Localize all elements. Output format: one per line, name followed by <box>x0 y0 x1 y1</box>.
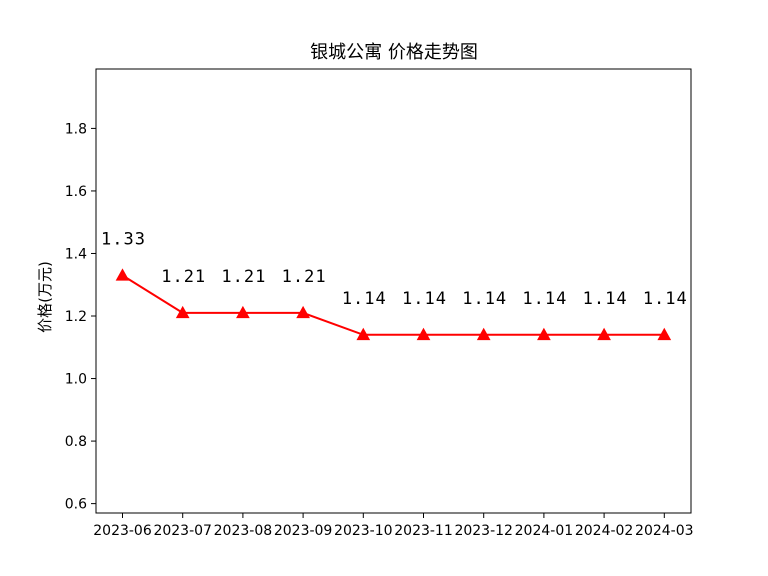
data-point-marker <box>115 268 130 281</box>
data-point-marker <box>476 327 491 341</box>
y-axis: 0.6 0.8 1.0 1.2 1.4 1.6 1.8 <box>65 121 96 513</box>
plot-frame <box>95 68 692 514</box>
data-point-marker <box>236 305 250 319</box>
data-label: 1.21 <box>161 267 206 287</box>
y-tick-label: 0.6 <box>65 497 87 513</box>
data-label: 1.14 <box>522 289 567 309</box>
x-tick-label: 2024-02 <box>575 523 634 539</box>
series-layer <box>115 268 672 341</box>
y-tick-label: 1.8 <box>65 121 87 137</box>
data-label: 1.21 <box>221 267 266 287</box>
data-point-marker <box>356 327 371 341</box>
y-tick-label: 1.6 <box>65 184 87 200</box>
y-tick-label: 1.0 <box>65 372 87 388</box>
series-line <box>121 274 665 336</box>
data-point-marker <box>597 327 611 341</box>
data-label: 1.14 <box>402 289 447 309</box>
data-point-marker <box>537 327 551 341</box>
y-axis-label: 价格(万元) <box>36 261 54 333</box>
x-tick-label: 2023-07 <box>153 523 212 539</box>
data-point-marker <box>416 327 431 341</box>
data-label: 1.33 <box>101 229 146 249</box>
y-tick-label: 1.4 <box>65 246 87 262</box>
data-labels: 1.33 1.21 1.21 1.21 1.14 1.14 1.14 1.14 1.14 1.14 <box>101 229 688 309</box>
data-label: 1.14 <box>342 289 387 309</box>
data-label: 1.14 <box>462 289 507 309</box>
data-point-marker <box>175 305 190 319</box>
y-tick-label: 1.2 <box>65 309 87 325</box>
data-label: 1.21 <box>282 267 327 287</box>
data-point-marker <box>296 305 310 319</box>
x-tick-label: 2023-10 <box>334 523 393 539</box>
data-label: 1.14 <box>643 289 688 309</box>
chart-title: 银城公寓 价格走势图 <box>310 42 478 63</box>
x-tick-label: 2023-11 <box>394 523 453 539</box>
x-tick-label: 2023-06 <box>93 523 152 539</box>
x-tick-label: 2023-08 <box>214 523 273 539</box>
x-axis: 2023-06 2023-07 2023-08 2023-09 2023-10 2023-… <box>93 513 694 539</box>
x-tick-label: 2024-03 <box>635 523 694 539</box>
x-tick-label: 2023-09 <box>274 523 333 539</box>
y-tick-label: 0.8 <box>65 434 87 450</box>
data-label: 1.14 <box>583 289 628 309</box>
data-point-marker <box>657 327 672 341</box>
x-tick-label: 2023-12 <box>454 523 513 539</box>
x-tick-label: 2024-01 <box>515 523 574 539</box>
